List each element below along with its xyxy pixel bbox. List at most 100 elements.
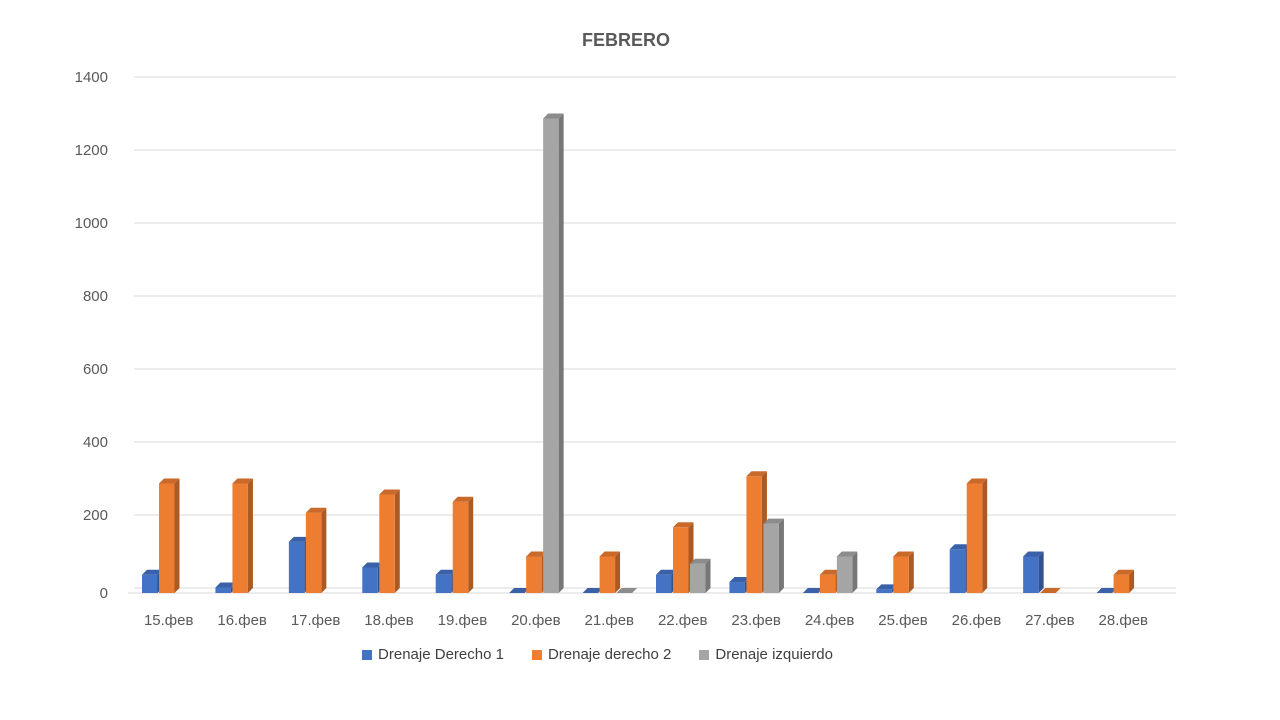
legend-swatch (699, 649, 710, 660)
x-tick-label: 24.фев (805, 612, 855, 629)
bar-top (1096, 588, 1118, 593)
bar-drenaje-derecho-2-21.фев (599, 551, 621, 593)
bar-top (526, 551, 547, 557)
bar-drenaje-derecho-2-17.фев (305, 507, 327, 593)
bar-drenaje-izquierdo-23.фев (763, 518, 784, 593)
bar-side (321, 507, 327, 593)
bar-front (435, 574, 452, 593)
bar-top (215, 582, 236, 588)
bar-side (394, 489, 400, 593)
bar-top (656, 569, 677, 575)
legend-item: Drenaje Derecho 1 (362, 646, 504, 663)
bar-front (966, 483, 983, 593)
bar-top (435, 569, 457, 575)
bar-side (908, 551, 914, 593)
bar-top (379, 489, 400, 495)
bar-top (673, 522, 694, 528)
bar-front (288, 541, 305, 593)
legend-item: Drenaje derecho 2 (531, 646, 672, 663)
legend-label: Drenaje derecho 2 (547, 646, 672, 663)
bar-front (159, 483, 175, 593)
bar-front (379, 494, 395, 593)
bar-front (673, 527, 689, 593)
x-tick-label: 26.фев (952, 612, 1002, 629)
bar-top (729, 577, 750, 583)
bar-front (1113, 574, 1130, 593)
bar-front (232, 483, 248, 593)
bar-drenaje-derecho-1-24.фев (802, 588, 824, 594)
bar-top (543, 113, 564, 119)
bar-front (893, 556, 909, 593)
bar-side (982, 478, 988, 593)
bar-front (819, 574, 836, 593)
bar-front (763, 523, 779, 593)
bar-front (876, 589, 892, 593)
bar-front (215, 587, 231, 593)
bar-side (778, 518, 784, 593)
bar-drenaje-derecho-2-22.фев (673, 522, 694, 593)
bar-front (452, 501, 469, 593)
bar-top (836, 551, 858, 557)
bar-drenaje-izquierdo-24.фев (836, 551, 858, 593)
bar-drenaje-izquierdo-20.фев (543, 113, 564, 593)
bar-top (802, 588, 824, 593)
bar-side (1129, 569, 1135, 593)
x-tick-label: 25.фев (878, 612, 928, 629)
bar-top (305, 507, 327, 513)
bar-drenaje-derecho-1-28.фев (1096, 588, 1118, 594)
bar-front (656, 574, 672, 593)
bar-drenaje-derecho-2-18.фев (379, 489, 400, 593)
legend-item: Drenaje izquierdo (699, 646, 833, 663)
bar-top (582, 588, 604, 593)
bar-top (1023, 551, 1044, 557)
x-tick-label: 15.фев (144, 612, 194, 629)
bar-top (819, 569, 841, 575)
chart-legend: Drenaje Derecho 1 Drenaje derecho 2 Drenaj… (0, 646, 1195, 663)
y-tick-label: 600 (83, 361, 108, 378)
bar-front (836, 556, 853, 593)
bar-top (690, 558, 711, 564)
bar-front (1023, 556, 1039, 593)
bar-drenaje-derecho-1-19.фев (435, 569, 457, 593)
bar-drenaje-derecho-2-19.фев (452, 496, 474, 593)
x-tick-label: 21.фев (585, 612, 635, 629)
bar-front (142, 574, 158, 593)
bar-front (526, 556, 542, 593)
bar-front (949, 549, 966, 593)
x-tick-label: 17.фев (291, 612, 341, 629)
bar-side (615, 551, 621, 593)
bar-top (763, 518, 784, 524)
x-tick-label: 27.фев (1025, 612, 1075, 629)
bar-top (232, 478, 253, 484)
bar-drenaje-derecho-2-26.фев (966, 478, 988, 593)
bar-drenaje-derecho-2-27.фев (1040, 588, 1061, 594)
bar-side (468, 496, 474, 593)
bar-front (305, 512, 322, 593)
bar-front (599, 556, 616, 593)
y-tick-label: 400 (83, 434, 108, 451)
x-tick-label: 28.фев (1099, 612, 1149, 629)
x-tick-label: 22.фев (658, 612, 708, 629)
y-tick-label: 200 (83, 507, 108, 524)
legend-label: Drenaje Derecho 1 (378, 646, 504, 663)
bar-front (746, 476, 762, 593)
bar-top (452, 496, 474, 502)
bar-top (142, 569, 163, 575)
bar-drenaje-derecho-1-27.фев (1023, 551, 1044, 593)
bar-top (966, 478, 988, 484)
bar-top (509, 588, 530, 593)
bar-drenaje-izquierdo-22.фев (690, 558, 711, 593)
bar-drenaje-derecho-2-25.фев (893, 551, 914, 593)
bar-side (558, 113, 564, 593)
bar-drenaje-derecho-2-16.фев (232, 478, 253, 593)
x-tick-label: 23.фев (731, 612, 781, 629)
bar-top (288, 536, 310, 542)
x-tick-label: 18.фев (364, 612, 414, 629)
bar-drenaje-derecho-1-21.фев (582, 588, 604, 594)
x-tick-label: 16.фев (217, 612, 267, 629)
bar-front (543, 118, 559, 593)
bar-top (876, 584, 897, 590)
y-tick-label: 0 (100, 585, 108, 602)
bar-top (159, 478, 180, 484)
